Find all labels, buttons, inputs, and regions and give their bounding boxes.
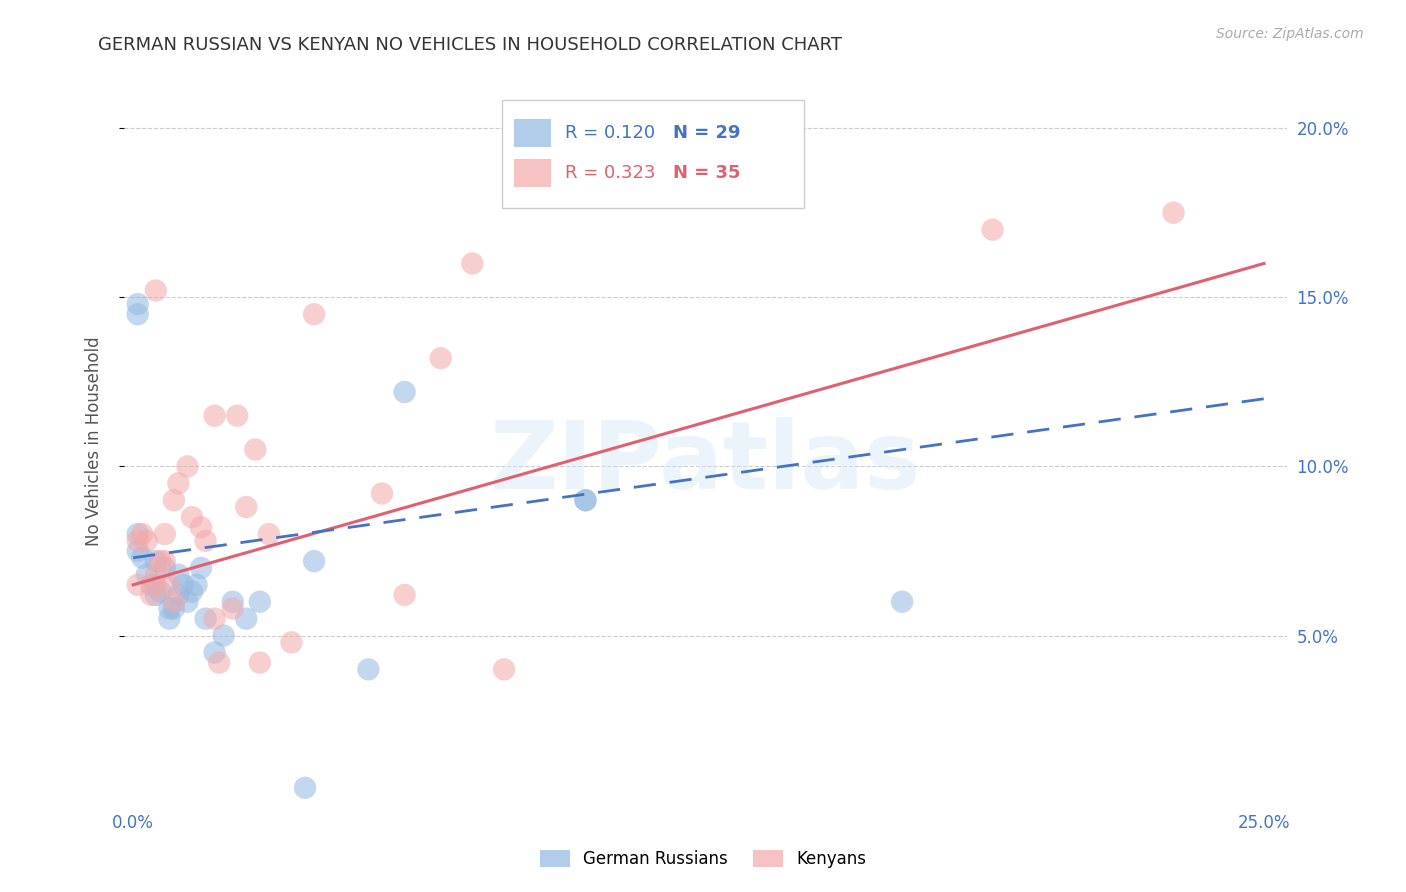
Point: [221, 601, 243, 615]
Point: [176, 459, 198, 474]
Point: [280, 635, 302, 649]
Point: [204, 409, 226, 423]
Point: [163, 595, 186, 609]
Point: [163, 601, 186, 615]
Y-axis label: No Vehicles in Household: No Vehicles in Household: [86, 336, 103, 546]
Point: [145, 567, 167, 582]
Point: [181, 510, 204, 524]
Point: [157, 601, 180, 615]
Point: [294, 780, 316, 795]
Text: Source: ZipAtlas.com: Source: ZipAtlas.com: [1216, 27, 1364, 41]
Point: [1163, 205, 1185, 219]
Point: [249, 595, 271, 609]
Point: [461, 256, 484, 270]
Point: [149, 584, 172, 599]
Point: [186, 578, 208, 592]
Point: [204, 612, 226, 626]
Point: [981, 222, 1004, 236]
Point: [394, 384, 416, 399]
Point: [127, 533, 149, 548]
Point: [127, 544, 149, 558]
Point: [302, 307, 325, 321]
Point: [235, 500, 257, 514]
Point: [145, 578, 167, 592]
Point: [249, 656, 271, 670]
Point: [135, 533, 157, 548]
Point: [153, 561, 176, 575]
Bar: [513, 119, 551, 146]
Point: [167, 567, 190, 582]
Text: N = 29: N = 29: [673, 124, 741, 143]
Point: [235, 612, 257, 626]
Point: [153, 554, 176, 568]
Point: [145, 588, 167, 602]
Point: [221, 595, 243, 609]
Bar: [513, 159, 551, 186]
Point: [574, 493, 596, 508]
Text: ZIPatlas: ZIPatlas: [489, 417, 921, 508]
Point: [153, 527, 176, 541]
Point: [157, 578, 180, 592]
Text: R = 0.120: R = 0.120: [565, 124, 655, 143]
Point: [127, 297, 149, 311]
Point: [141, 578, 163, 592]
Point: [127, 307, 149, 321]
Point: [172, 578, 194, 592]
Point: [181, 584, 204, 599]
Point: [257, 527, 280, 541]
Point: [574, 493, 596, 508]
Text: GERMAN RUSSIAN VS KENYAN NO VEHICLES IN HOUSEHOLD CORRELATION CHART: GERMAN RUSSIAN VS KENYAN NO VEHICLES IN …: [98, 36, 842, 54]
Point: [131, 550, 153, 565]
Point: [145, 284, 167, 298]
Point: [371, 486, 394, 500]
Point: [394, 588, 416, 602]
Legend: German Russians, Kenyans: German Russians, Kenyans: [533, 843, 873, 875]
Point: [194, 612, 217, 626]
Point: [357, 662, 380, 676]
Point: [149, 554, 172, 568]
Point: [891, 595, 914, 609]
Point: [145, 554, 167, 568]
Point: [212, 629, 235, 643]
Point: [194, 533, 217, 548]
Point: [494, 662, 516, 676]
Point: [429, 351, 451, 366]
Point: [204, 645, 226, 659]
Point: [135, 567, 157, 582]
Point: [131, 527, 153, 541]
Point: [302, 554, 325, 568]
Point: [127, 527, 149, 541]
Point: [167, 476, 190, 491]
Point: [176, 595, 198, 609]
Point: [245, 442, 267, 457]
Text: N = 35: N = 35: [673, 164, 741, 183]
Point: [167, 588, 190, 602]
FancyBboxPatch shape: [502, 100, 804, 208]
Point: [226, 409, 249, 423]
Text: R = 0.323: R = 0.323: [565, 164, 655, 183]
Point: [157, 612, 180, 626]
Point: [163, 493, 186, 508]
Point: [141, 588, 163, 602]
Point: [127, 578, 149, 592]
Point: [190, 520, 212, 534]
Point: [208, 656, 231, 670]
Point: [190, 561, 212, 575]
